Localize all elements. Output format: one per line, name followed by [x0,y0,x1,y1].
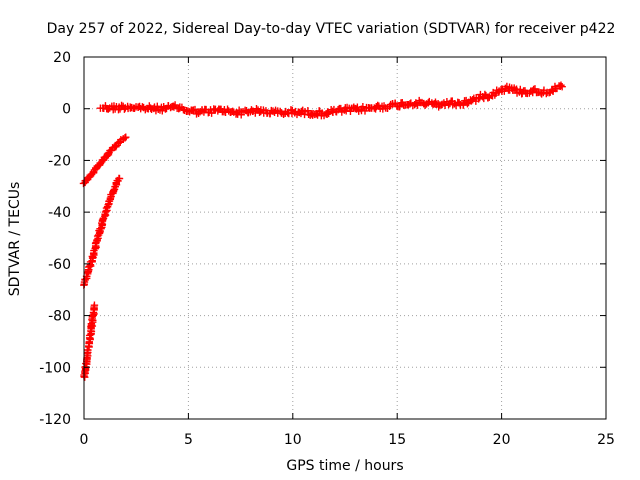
data-point [500,87,509,95]
y-tick-label: -60 [48,257,71,273]
data-point [542,89,550,98]
data-point [251,109,260,117]
series-3 [80,174,124,289]
tick-labels: 0 5 10 15 20 25 20 0 -20 -40 -60 -80 -100 -120 [39,50,615,448]
data-point [481,90,489,99]
y-axis-label: SDTVAR / TECUs [7,182,23,297]
x-tick-label: 20 [493,432,511,448]
data-point [115,174,124,183]
y-tick-label: 0 [62,102,71,118]
x-tick-label: 0 [80,432,89,448]
y-tick-label: -80 [48,309,71,325]
data-point [110,186,118,195]
data-point [324,109,333,118]
x-tick-label: 25 [597,432,615,448]
data-point [558,83,566,91]
series-2 [79,133,130,188]
data-point [84,346,92,354]
series-4 [80,301,99,381]
data-point [395,103,404,111]
data-point [90,301,99,309]
x-tick-label: 10 [284,432,302,448]
chart-title: Day 257 of 2022, Sidereal Day-to-day VTE… [47,21,616,37]
data-points [79,81,566,381]
plot-frame [83,56,607,420]
y-tick-label: -120 [39,412,71,428]
data-point [153,102,161,110]
data-point [228,107,237,115]
data-point [138,103,147,111]
data-point [304,107,312,115]
data-point [531,85,539,93]
data-point [359,103,367,111]
y-tick-label: -20 [48,153,71,169]
data-point [122,133,130,141]
axis-ticks [83,56,607,420]
data-point [121,134,129,142]
y-tick-label: -40 [48,205,71,221]
y-tick-label: -100 [39,360,71,376]
y-tick-label: 20 [53,50,71,66]
data-point [120,105,129,113]
x-tick-label: 5 [184,432,193,448]
x-axis-label: GPS time / hours [286,458,403,474]
data-point [346,107,355,116]
series-1 [96,81,566,120]
grid [84,57,606,419]
x-tick-label: 15 [388,432,406,448]
data-point [207,109,216,117]
